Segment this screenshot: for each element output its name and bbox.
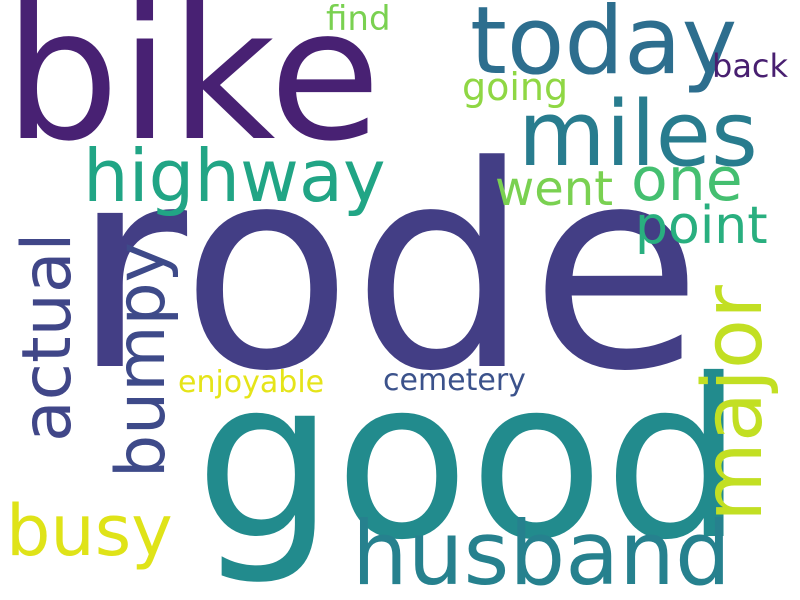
word-find: find	[326, 0, 391, 39]
word-miles: miles	[518, 82, 758, 187]
word-back: back	[712, 47, 789, 85]
word-actual: actual	[8, 232, 87, 442]
word-point: point	[635, 196, 768, 256]
word-cemetery: cemetery	[383, 363, 526, 398]
word-bumpy: bumpy	[102, 242, 181, 478]
word-husband: husband	[352, 502, 731, 600]
word-busy: busy	[6, 490, 173, 572]
word-highway: highway	[83, 134, 386, 218]
word-today: today	[470, 0, 738, 96]
word-rode: rode	[72, 107, 703, 433]
word-enjoyable: enjoyable	[178, 365, 325, 400]
word-bike: bike	[4, 0, 381, 181]
word-major: major	[686, 285, 781, 522]
word-going: going	[462, 65, 569, 109]
word-good: good	[195, 332, 744, 588]
word-went: went	[495, 161, 614, 217]
word-one: one	[631, 145, 743, 215]
